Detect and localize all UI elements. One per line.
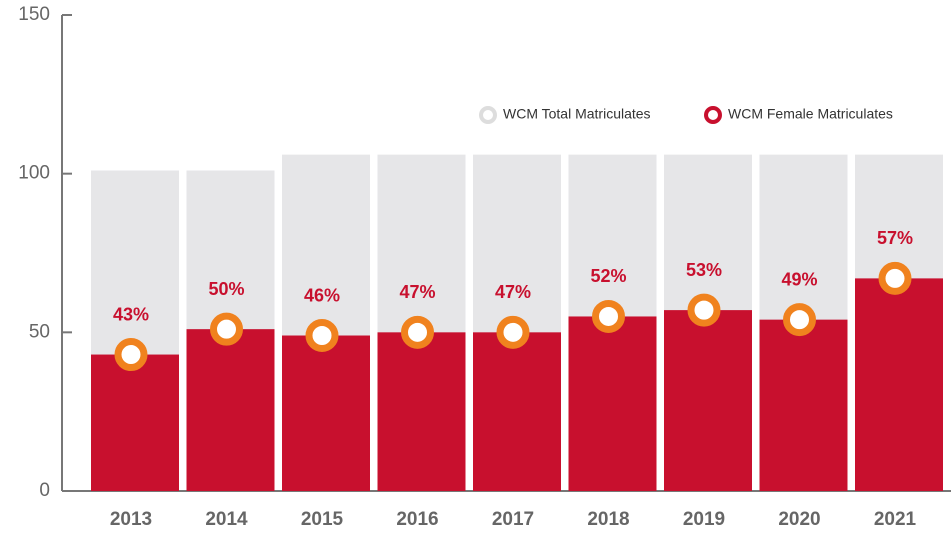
x-tick-label: 2016 [396, 509, 438, 530]
point-marker [592, 299, 625, 333]
bar [282, 335, 370, 491]
point-marker [210, 312, 243, 346]
x-tick-label: 2013 [110, 509, 152, 530]
y-tick-label: 50 [29, 321, 50, 342]
x-tick-label: 2018 [587, 509, 629, 530]
bar [664, 310, 752, 491]
point-marker [687, 293, 721, 327]
y-tick-label: 0 [39, 480, 50, 501]
point-marker [783, 303, 816, 337]
point-marker [878, 261, 912, 295]
percent-label: 47% [495, 282, 531, 302]
percent-label: 53% [686, 260, 722, 280]
bar [377, 332, 466, 491]
point-marker [305, 319, 339, 353]
x-tick-label: 2020 [778, 509, 820, 530]
y-tick-label: 150 [18, 4, 50, 25]
bar [473, 332, 561, 491]
bar [186, 329, 275, 491]
legend-marker [704, 106, 722, 124]
legend-marker [479, 106, 497, 124]
bar [855, 278, 943, 491]
percent-label: 43% [113, 304, 149, 324]
x-tick-label: 2017 [492, 509, 534, 530]
y-tick-label: 100 [18, 163, 50, 184]
point-marker [496, 315, 530, 349]
bar [759, 319, 848, 491]
legend-label: WCM Total Matriculates [503, 106, 651, 122]
percent-label: 46% [304, 285, 340, 305]
point-marker [401, 315, 434, 349]
x-tick-label: 2019 [683, 509, 725, 530]
x-tick-label: 2015 [301, 509, 344, 530]
percent-label: 50% [208, 279, 244, 299]
point-marker [114, 338, 148, 372]
percent-label: 49% [781, 269, 817, 289]
x-tick-label: 2021 [874, 509, 917, 530]
percent-label: 52% [590, 266, 626, 286]
bar [91, 354, 179, 491]
percent-label: 57% [877, 228, 913, 248]
x-tick-label: 2014 [205, 509, 248, 530]
legend-label: WCM Female Matriculates [728, 106, 893, 122]
percent-label: 47% [399, 282, 435, 302]
bar [568, 316, 657, 491]
